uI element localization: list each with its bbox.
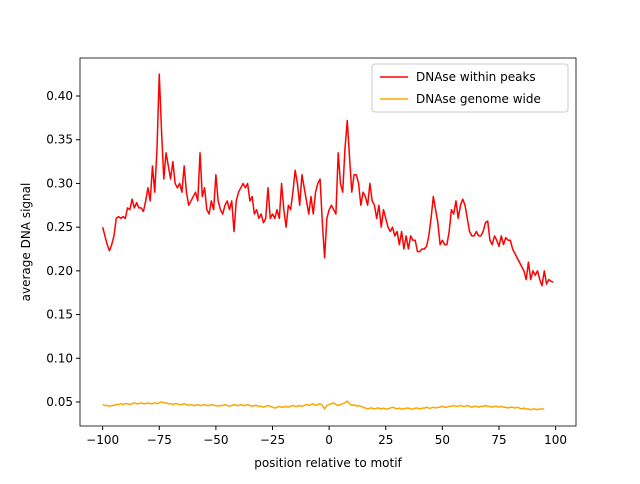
y-tick-label: 0.20 [46, 264, 73, 278]
data-line [102, 400, 545, 411]
x-tick-label: 50 [435, 433, 450, 447]
x-axis-label: position relative to motif [254, 456, 402, 470]
x-tick-label: −25 [260, 433, 285, 447]
legend-box [371, 63, 569, 113]
y-tick-label: 0.30 [46, 176, 73, 190]
y-axis-label: average DNA signal [19, 183, 33, 302]
legend-label: DNAse within peaks [416, 70, 536, 84]
x-tick-label: 75 [491, 433, 506, 447]
y-tick-label: 0.15 [46, 308, 73, 322]
x-tick-label: −75 [147, 433, 172, 447]
x-tick-label: −100 [86, 433, 119, 447]
legend-label: DNAse genome wide [416, 92, 541, 106]
x-tick-label: 100 [544, 433, 567, 447]
y-tick-label: 0.35 [46, 133, 73, 147]
y-tick-label: 0.40 [46, 89, 73, 103]
y-tick-label: 0.25 [46, 220, 73, 234]
y-tick-label: 0.05 [46, 395, 73, 409]
x-tick-label: 0 [325, 433, 333, 447]
plot-frame [79, 57, 577, 427]
data-line [101, 73, 554, 287]
y-tick-label: 0.10 [46, 351, 73, 365]
x-tick-label: 25 [378, 433, 393, 447]
x-tick-label: −50 [203, 433, 228, 447]
